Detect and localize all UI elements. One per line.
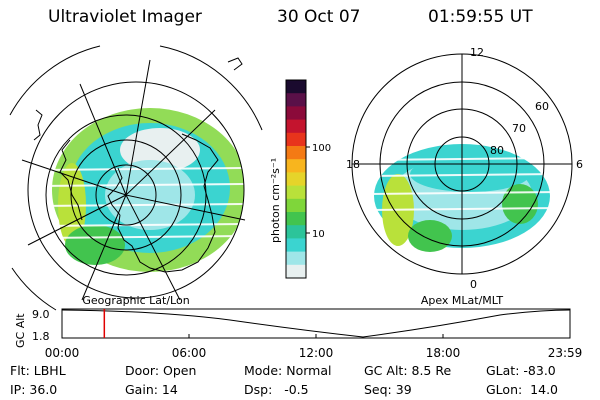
- colorbar: 100 10: [285, 79, 331, 279]
- geographic-map: [9, 45, 263, 311]
- colorbar-swatch: [286, 251, 306, 266]
- time-tick-4: 23:59: [548, 346, 583, 360]
- mlt-label-18: 18: [346, 158, 360, 171]
- info-glon: GLon: 14.0: [486, 382, 558, 397]
- colorbar-swatch: [286, 159, 306, 173]
- colorbar-swatch: [286, 93, 306, 107]
- info-seq: Seq: 39: [364, 382, 412, 397]
- time-tick-2: 12:00: [299, 346, 334, 360]
- colorbar-swatch: [286, 172, 306, 187]
- colorbar-tick-10: 10: [312, 229, 325, 240]
- mlat-label-60: 60: [535, 100, 549, 113]
- altitude-ytick-1-8: 1.8: [32, 330, 50, 343]
- instrument-title: Ultraviolet Imager: [48, 7, 202, 27]
- time-tick-3: 18:00: [426, 346, 461, 360]
- right-caption: Apex MLat/MLT: [421, 294, 504, 307]
- info-glat: GLat: -83.0: [486, 363, 556, 378]
- altitude-strip: [61, 308, 571, 339]
- mlat-label-80: 80: [490, 144, 504, 157]
- colorbar-swatch: [286, 146, 306, 160]
- mlat-label-70: 70: [512, 122, 526, 135]
- magnetic-map: [351, 53, 573, 275]
- info-mode: Mode: Normal: [244, 363, 332, 378]
- left-caption: Geographic Lat/Lon: [82, 294, 189, 307]
- time-tick-0: 00:00: [45, 346, 80, 360]
- info-flt: Flt: LBHL: [10, 363, 66, 378]
- colorbar-unit-label: photon cm⁻²s⁻¹: [269, 158, 282, 243]
- mlt-label-12: 12: [470, 46, 484, 59]
- colorbar-swatch: [286, 119, 306, 134]
- colorbar-swatch: [286, 185, 306, 200]
- colorbar-swatch: [286, 132, 306, 147]
- mlt-label-6: 6: [576, 158, 583, 171]
- info-gcalt: GC Alt: 8.5 Re: [364, 363, 452, 378]
- colorbar-tick-100: 100: [312, 143, 331, 154]
- colorbar-swatch: [286, 238, 306, 253]
- colorbar-swatch: [286, 264, 306, 279]
- info-door: Door: Open: [125, 363, 197, 378]
- time-tick-1: 06:00: [172, 346, 207, 360]
- colorbar-swatch: [286, 225, 306, 239]
- colorbar-swatch: [286, 198, 306, 213]
- info-ip: IP: 36.0: [10, 382, 58, 397]
- mlt-label-0: 0: [470, 278, 477, 291]
- time-label: 01:59:55 UT: [428, 7, 533, 27]
- colorbar-swatch: [286, 80, 306, 94]
- colorbar-swatch: [286, 106, 306, 121]
- info-dsp: Dsp: -0.5: [244, 382, 309, 397]
- altitude-axis-label: GC Alt: [14, 313, 27, 348]
- altitude-ytick-9: 9.0: [32, 308, 50, 321]
- date-label: 30 Oct 07: [277, 7, 361, 27]
- colorbar-swatch: [286, 212, 306, 226]
- info-gain: Gain: 14: [125, 382, 178, 397]
